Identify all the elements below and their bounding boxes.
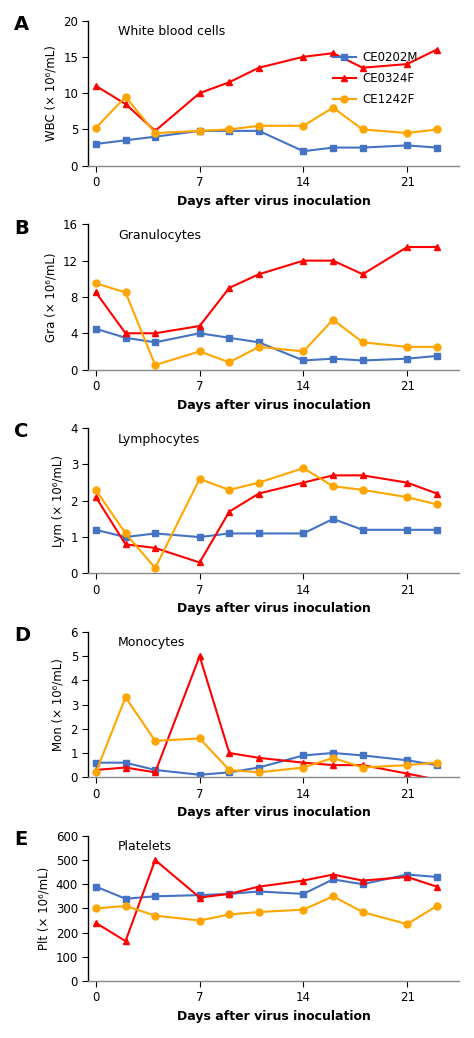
Text: C: C (14, 422, 29, 441)
Legend: CE0202M, CE0324F, CE1242F: CE0202M, CE0324F, CE1242F (328, 46, 422, 111)
Y-axis label: Gra (× 10⁶/mL): Gra (× 10⁶/mL) (45, 252, 57, 342)
Text: A: A (14, 15, 29, 33)
X-axis label: Days after virus inoculation: Days after virus inoculation (177, 195, 371, 208)
Y-axis label: Mon (× 10⁶/mL): Mon (× 10⁶/mL) (52, 658, 65, 752)
Text: Platelets: Platelets (118, 840, 172, 853)
X-axis label: Days after virus inoculation: Days after virus inoculation (177, 399, 371, 411)
X-axis label: Days after virus inoculation: Days after virus inoculation (177, 602, 371, 616)
Y-axis label: Lym (× 10⁶/mL): Lym (× 10⁶/mL) (52, 455, 65, 547)
Text: B: B (14, 219, 29, 238)
Text: White blood cells: White blood cells (118, 25, 225, 37)
X-axis label: Days after virus inoculation: Days after virus inoculation (177, 807, 371, 819)
Text: Granulocytes: Granulocytes (118, 228, 201, 242)
Y-axis label: WBC (× 10⁶/mL): WBC (× 10⁶/mL) (45, 46, 58, 141)
X-axis label: Days after virus inoculation: Days after virus inoculation (177, 1010, 371, 1023)
Text: D: D (14, 626, 30, 646)
Y-axis label: Plt (× 10⁶/mL): Plt (× 10⁶/mL) (37, 867, 50, 950)
Text: E: E (14, 830, 27, 849)
Text: Lymphocytes: Lymphocytes (118, 433, 201, 445)
Text: Monocytes: Monocytes (118, 636, 185, 650)
